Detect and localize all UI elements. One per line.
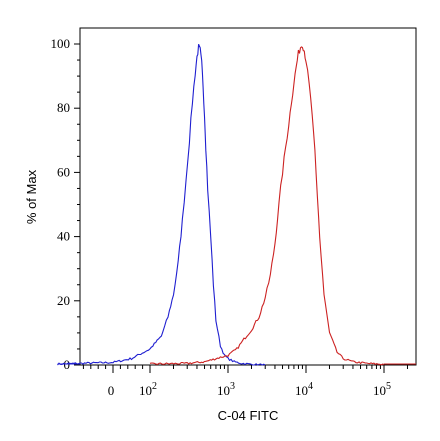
x-axis-title: C-04 FITC — [218, 408, 279, 423]
x-tick-label: 102 — [139, 381, 157, 398]
y-axis-title: % of Max — [24, 169, 39, 224]
histogram-series-line — [149, 46, 385, 366]
x-axis: 0 102 103 104 105 — [82, 365, 408, 398]
y-axis: 020406080100 — [51, 36, 80, 372]
plot-area-border — [79, 27, 417, 366]
x-tick-label: 105 — [373, 381, 391, 398]
y-tick-label: 80 — [57, 100, 70, 115]
histogram-series-line — [57, 43, 266, 366]
plot-frame — [79, 27, 417, 366]
x-tick-label: 103 — [217, 381, 235, 398]
y-tick-label: 40 — [57, 229, 70, 244]
x-tick-label: 0 — [108, 383, 115, 398]
y-tick-label: 100 — [51, 36, 71, 51]
y-tick-label: 20 — [57, 293, 70, 308]
series-layer — [57, 43, 416, 366]
y-tick-label: 60 — [57, 164, 70, 179]
x-tick-label: 104 — [295, 381, 313, 398]
